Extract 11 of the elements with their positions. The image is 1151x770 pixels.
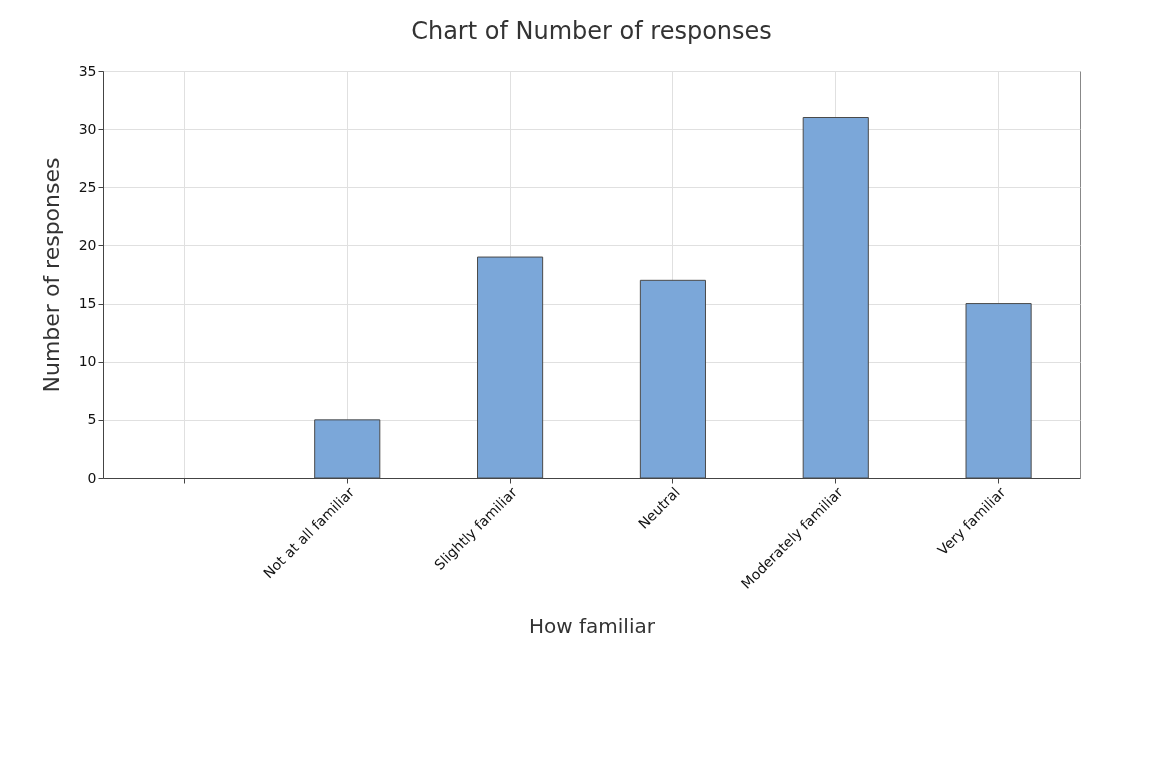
y-tick-label: 15 (78, 295, 97, 312)
y-tick-label: 25 (78, 178, 97, 195)
y-axis-title: Number of responses (38, 157, 64, 393)
x-axis-title: How familiar (529, 613, 656, 638)
y-tick-label: 30 (78, 120, 97, 137)
chart-title: Chart of Number of responses (411, 17, 772, 45)
y-tick-label: 35 (78, 62, 97, 79)
y-tick-label: 5 (87, 411, 97, 428)
y-tick-label: 20 (78, 236, 97, 253)
y-tick-label: 0 (87, 469, 97, 486)
y-tick-label: 10 (78, 353, 97, 370)
